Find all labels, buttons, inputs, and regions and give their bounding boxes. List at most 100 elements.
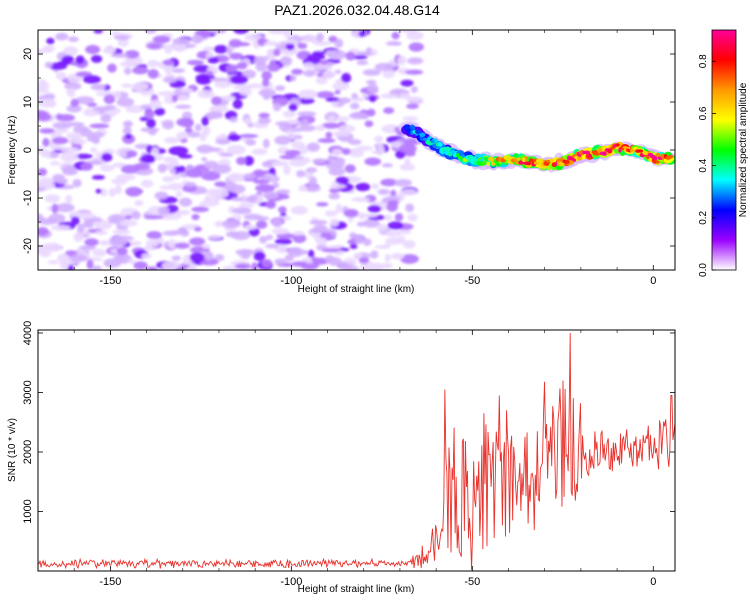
noise-blob <box>149 99 162 109</box>
noise-blob <box>243 117 253 124</box>
noise-blob <box>228 39 243 48</box>
y-tick-label: 3000 <box>22 380 34 404</box>
signal-blob <box>558 161 565 167</box>
x-tick-label: -50 <box>464 275 480 287</box>
noise-blob <box>114 35 130 40</box>
noise-blob <box>39 251 52 258</box>
noise-blob <box>291 261 308 267</box>
noise-blob <box>164 43 173 54</box>
noise-blob <box>171 93 178 103</box>
noise-blob <box>253 55 267 66</box>
noise-blob <box>191 34 203 44</box>
noise-blob <box>360 213 378 218</box>
noise-blob <box>267 30 285 35</box>
noise-blob <box>232 84 253 91</box>
noise-blob <box>265 200 277 209</box>
noise-blob <box>46 37 55 45</box>
noise-blob <box>112 107 121 114</box>
noise-blob <box>400 254 419 264</box>
noise-blob <box>171 255 181 261</box>
noise-blob <box>366 83 379 93</box>
signal-blob <box>450 149 456 155</box>
noise-blob <box>406 103 419 110</box>
noise-blob <box>251 148 268 156</box>
noise-blob <box>312 158 327 164</box>
noise-blob <box>161 261 181 270</box>
noise-blob <box>112 229 131 235</box>
noise-blob <box>55 71 67 80</box>
noise-blob <box>376 223 388 232</box>
noise-blob <box>176 131 188 140</box>
noise-blob <box>356 60 369 66</box>
noise-blob <box>50 145 65 151</box>
noise-blob <box>176 165 186 173</box>
noise-blob <box>148 128 157 136</box>
noise-blob <box>172 37 191 45</box>
noise-blob <box>344 208 359 218</box>
noise-blob <box>325 97 342 102</box>
noise-blob <box>50 224 71 231</box>
noise-blob <box>289 75 297 82</box>
noise-blob <box>332 81 350 91</box>
x-tick-label: -150 <box>99 275 121 287</box>
noise-blob <box>288 103 298 112</box>
signal-blob <box>607 148 613 154</box>
signal-trace <box>401 123 675 173</box>
noise-blob <box>255 220 268 229</box>
noise-blob <box>261 258 272 268</box>
noise-blob <box>222 95 236 101</box>
noise-blob <box>365 79 377 85</box>
noise-blob <box>66 104 82 113</box>
noise-blob <box>144 30 157 34</box>
noise-blob <box>125 105 145 114</box>
signal-blob <box>615 143 620 147</box>
noise-blob <box>290 205 308 215</box>
noise-blob <box>369 95 377 103</box>
noise-blob <box>75 71 93 78</box>
noise-blob <box>189 237 206 246</box>
noise-blob <box>95 188 102 194</box>
noise-blob <box>185 168 204 178</box>
noise-blob <box>355 182 371 192</box>
noise-blob <box>201 116 209 127</box>
noise-blob <box>244 33 263 42</box>
noise-blob <box>98 240 111 246</box>
signal-blob <box>480 161 486 166</box>
signal-blob <box>642 150 649 156</box>
noise-blob <box>199 131 207 142</box>
noise-blob <box>151 147 159 156</box>
noise-blob <box>361 93 369 98</box>
noise-blob <box>213 44 229 54</box>
noise-blob <box>44 61 53 69</box>
noise-blob <box>304 185 321 193</box>
noise-blob <box>406 96 423 102</box>
noise-blob <box>328 256 342 267</box>
noise-blob <box>221 219 242 229</box>
noise-blob <box>280 56 293 66</box>
noise-blob <box>282 110 296 118</box>
noise-blob <box>351 197 371 203</box>
noise-blob <box>327 154 334 165</box>
noise-blob <box>38 182 56 189</box>
noise-blob <box>60 146 80 153</box>
noise-blob <box>371 150 386 155</box>
noise-blob <box>202 244 211 249</box>
noise-blob <box>175 191 183 198</box>
colorbar-ticks: 0.0 0.2 0.4 0.6 0.8 <box>698 54 716 277</box>
noise-blob <box>90 55 103 63</box>
noise-blob <box>239 133 259 139</box>
noise-blob <box>75 96 95 105</box>
noise-blob <box>191 206 209 213</box>
noise-blob <box>84 238 99 246</box>
noise-blob <box>123 67 132 75</box>
noise-blob <box>328 193 341 200</box>
noise-blob <box>263 41 283 46</box>
noise-blob <box>147 68 159 79</box>
noise-blob <box>283 165 291 175</box>
noise-blob <box>66 132 84 140</box>
noise-blob <box>321 248 341 253</box>
noise-blob <box>258 112 270 118</box>
noise-blob <box>38 213 44 224</box>
y-tick-label: 20 <box>22 48 34 60</box>
noise-blob <box>38 110 48 119</box>
